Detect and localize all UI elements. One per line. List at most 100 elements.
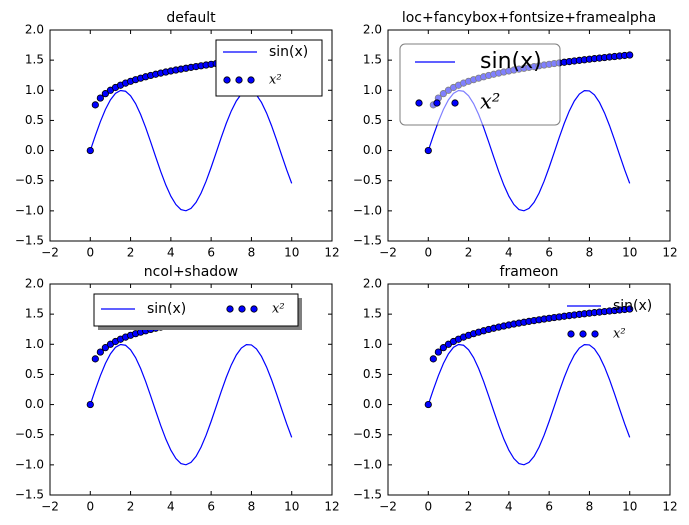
x-tick-label: 0 bbox=[86, 246, 94, 260]
legend-marker bbox=[250, 305, 258, 313]
scatter-point bbox=[439, 344, 447, 352]
y-tick-label: −1.0 bbox=[15, 203, 44, 217]
y-tick-label: 0.5 bbox=[25, 367, 44, 381]
y-tick-label: 0.5 bbox=[363, 113, 382, 127]
x-tick-label: 10 bbox=[284, 246, 299, 260]
y-tick-label: 0.5 bbox=[363, 367, 382, 381]
sin-line bbox=[427, 343, 631, 466]
y-tick-label: −1.0 bbox=[353, 203, 382, 217]
legend-marker bbox=[415, 99, 423, 107]
x-tick-label: 2 bbox=[465, 246, 473, 260]
legend-marker bbox=[579, 330, 587, 338]
scatter-point bbox=[424, 400, 432, 409]
legend: sin(x) x² bbox=[93, 293, 302, 330]
x-tick-label: 6 bbox=[207, 500, 215, 514]
axes-frame bbox=[49, 29, 333, 242]
axes-frame bbox=[387, 29, 671, 242]
x-tick-label: 10 bbox=[622, 246, 637, 260]
legend-label: sin(x) bbox=[269, 44, 308, 60]
subplot-title: ncol+shadow bbox=[144, 264, 238, 280]
legend-frame bbox=[93, 293, 299, 327]
y-tick-label: 1.5 bbox=[25, 53, 44, 67]
x-tick-label: 8 bbox=[586, 246, 594, 260]
scatter-point bbox=[101, 90, 109, 98]
y-tick-label: 2.0 bbox=[25, 23, 44, 37]
x-tick-label: 8 bbox=[248, 246, 256, 260]
x-tick-label: −2 bbox=[379, 246, 397, 260]
legend-marker bbox=[226, 305, 234, 313]
legend-marker bbox=[235, 76, 243, 84]
subplot-title: loc+fancybox+fontsize+framealpha bbox=[402, 10, 656, 26]
x-tick-label: 0 bbox=[424, 246, 432, 260]
scatter-point bbox=[96, 94, 104, 102]
x-tick-label: 6 bbox=[545, 246, 553, 260]
y-tick-label: −1.0 bbox=[15, 457, 44, 471]
y-tick-label: 1.5 bbox=[363, 307, 382, 321]
scatter-point bbox=[424, 146, 432, 155]
x-tick-label: 10 bbox=[284, 500, 299, 514]
subplot: loc+fancybox+fontsize+framealpha −2 0 2 4 6 8 1… bbox=[353, 10, 678, 260]
subplot: default −2 0 2 4 6 8 10 12 −1.5 −1.0 −0.5 0.0 0.5 1.0 1… bbox=[15, 10, 340, 260]
legend-label: sin(x) bbox=[480, 49, 542, 74]
y-tick-label: −1.5 bbox=[15, 234, 44, 248]
legend-marker bbox=[591, 330, 599, 338]
legend-marker bbox=[451, 99, 459, 107]
x-tick-label: 2 bbox=[127, 246, 135, 260]
sin-line bbox=[89, 343, 293, 466]
legend-label: x² bbox=[613, 327, 626, 342]
legend-label: x² bbox=[480, 90, 500, 114]
scatter-point bbox=[86, 400, 94, 409]
x-tick-label: 0 bbox=[424, 500, 432, 514]
x-tick-label: −2 bbox=[379, 500, 397, 514]
legend-marker bbox=[247, 76, 255, 84]
axes-frame bbox=[49, 283, 333, 496]
x-tick-label: 6 bbox=[545, 500, 553, 514]
subplot: frameon −2 0 2 4 6 8 10 12 −1.5 −1.0 −0.5 0.0 0.5 1.0 1… bbox=[353, 264, 678, 514]
axes-frame bbox=[387, 283, 671, 496]
x-tick-label: 10 bbox=[622, 500, 637, 514]
legend-marker bbox=[567, 330, 575, 338]
x-tick-label: 4 bbox=[505, 500, 513, 514]
x-tick-label: 6 bbox=[207, 246, 215, 260]
legend-frame bbox=[215, 39, 323, 97]
x-tick-label: 0 bbox=[86, 500, 94, 514]
x-tick-label: 12 bbox=[324, 246, 339, 260]
legend: sin(x) x² bbox=[215, 39, 323, 97]
legend-label: sin(x) bbox=[147, 301, 186, 317]
y-tick-label: 1.5 bbox=[25, 307, 44, 321]
legend-label: x² bbox=[272, 302, 285, 317]
legend-marker bbox=[433, 99, 441, 107]
scatter-point bbox=[429, 355, 437, 363]
legend-marker bbox=[238, 305, 246, 313]
scatter-point bbox=[101, 344, 109, 352]
y-tick-label: 2.0 bbox=[363, 277, 382, 291]
x-tick-label: 12 bbox=[324, 500, 339, 514]
legend: sin(x) x² bbox=[399, 43, 561, 126]
y-tick-label: −1.5 bbox=[353, 488, 382, 502]
x-tick-label: 4 bbox=[167, 246, 175, 260]
y-tick-label: −1.5 bbox=[15, 488, 44, 502]
scatter-point bbox=[626, 305, 634, 313]
legend-marker bbox=[223, 76, 231, 84]
x-tick-label: 8 bbox=[586, 500, 594, 514]
x-tick-label: 2 bbox=[465, 500, 473, 514]
scatter-point bbox=[96, 348, 104, 356]
subplot-title: frameon bbox=[500, 264, 559, 280]
y-tick-label: −1.0 bbox=[353, 457, 382, 471]
y-tick-label: 1.0 bbox=[25, 337, 44, 351]
x-tick-label: 8 bbox=[248, 500, 256, 514]
y-tick-label: −0.5 bbox=[15, 173, 44, 187]
x-tick-label: 2 bbox=[127, 500, 135, 514]
y-tick-label: −0.5 bbox=[353, 173, 382, 187]
legend-label: x² bbox=[269, 73, 282, 88]
scatter-point bbox=[91, 355, 99, 363]
x-tick-label: 12 bbox=[662, 500, 677, 514]
y-tick-label: 0.0 bbox=[363, 143, 382, 157]
subplot-title: default bbox=[166, 10, 216, 26]
plot-area bbox=[424, 305, 634, 466]
x-tick-label: 4 bbox=[167, 500, 175, 514]
y-tick-label: 1.5 bbox=[363, 53, 382, 67]
y-tick-label: 2.0 bbox=[363, 23, 382, 37]
x-tick-label: −2 bbox=[41, 500, 59, 514]
